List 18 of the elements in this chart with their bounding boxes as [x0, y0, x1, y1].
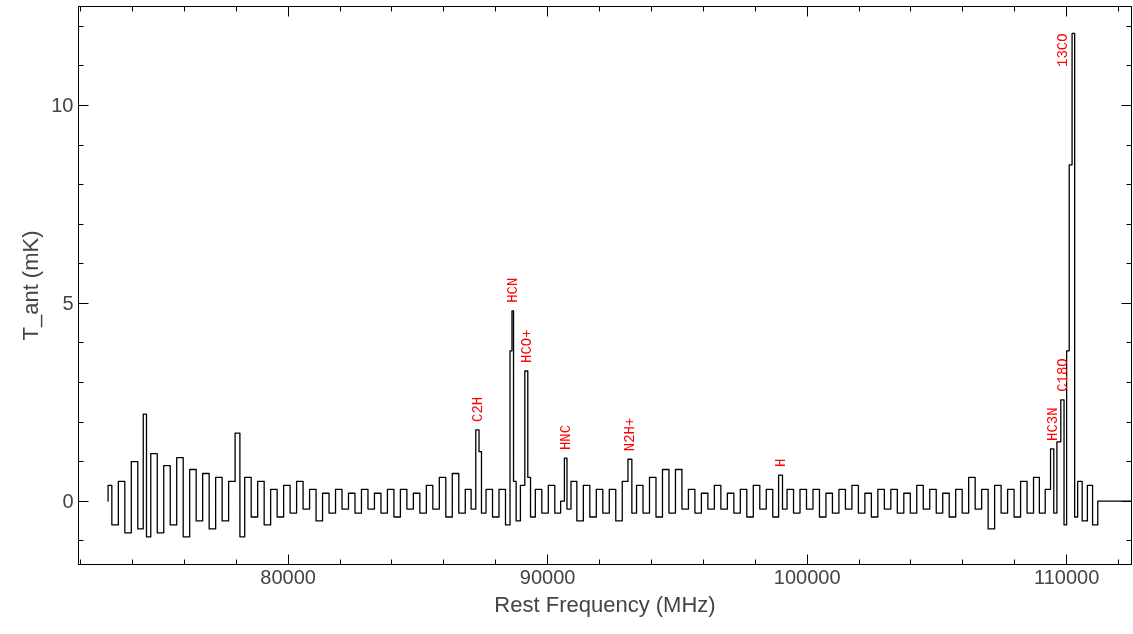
x-tick-label: 90000: [519, 565, 576, 588]
annotation: HCN: [504, 277, 521, 303]
x-tick-label: 80000: [260, 565, 316, 588]
annotation: HC3N: [1044, 407, 1061, 441]
y-tick-label: 10: [51, 94, 74, 117]
x-tick-label: 110000: [1034, 565, 1100, 588]
annotation: N2H+: [622, 417, 639, 452]
annotation: HNC: [557, 424, 574, 451]
annotation: 13CO: [1054, 33, 1071, 68]
annotation: H: [773, 458, 790, 468]
annotation: C2H: [469, 396, 486, 422]
annotation: C18O: [1054, 358, 1071, 392]
x-axis-title: Rest Frequency (MHz): [494, 591, 716, 617]
x-tick-label: 100000: [773, 565, 841, 588]
y-tick-label: 5: [62, 292, 74, 315]
y-axis-title: T_ant (mK): [18, 230, 44, 341]
y-tick-label: 0: [62, 490, 74, 513]
annotation: HCO+: [518, 329, 535, 363]
